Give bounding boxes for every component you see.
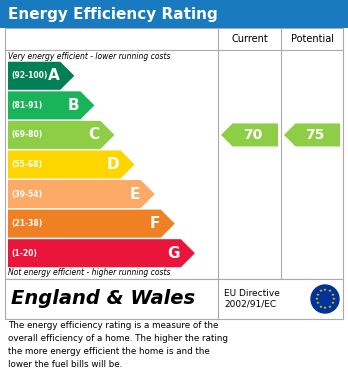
Text: (39-54): (39-54) bbox=[11, 190, 42, 199]
Text: ★: ★ bbox=[323, 288, 327, 292]
Text: D: D bbox=[107, 157, 120, 172]
Polygon shape bbox=[284, 124, 340, 147]
Text: E: E bbox=[129, 187, 140, 202]
Text: ★: ★ bbox=[331, 292, 334, 297]
Bar bbox=[0, 0, 348, 28]
Text: (92-100): (92-100) bbox=[11, 71, 47, 80]
Text: 75: 75 bbox=[305, 128, 325, 142]
Text: ★: ★ bbox=[327, 289, 331, 294]
Text: B: B bbox=[68, 98, 79, 113]
Text: Potential: Potential bbox=[291, 34, 333, 44]
Text: Not energy efficient - higher running costs: Not energy efficient - higher running co… bbox=[8, 268, 171, 277]
Text: G: G bbox=[167, 246, 180, 261]
Bar bbox=[5, 28, 343, 279]
Text: ★: ★ bbox=[319, 289, 323, 294]
Text: (81-91): (81-91) bbox=[11, 101, 42, 110]
Text: The energy efficiency rating is a measure of the
overall efficiency of a home. T: The energy efficiency rating is a measur… bbox=[8, 321, 228, 369]
Text: (69-80): (69-80) bbox=[11, 131, 42, 140]
Text: Energy Efficiency Rating: Energy Efficiency Rating bbox=[8, 7, 218, 22]
Text: ★: ★ bbox=[323, 306, 327, 310]
Text: England & Wales: England & Wales bbox=[11, 289, 195, 308]
Text: 70: 70 bbox=[243, 128, 262, 142]
Text: ★: ★ bbox=[316, 292, 319, 297]
Text: ★: ★ bbox=[327, 305, 331, 308]
Text: ★: ★ bbox=[314, 297, 318, 301]
Text: F: F bbox=[149, 216, 160, 231]
Circle shape bbox=[311, 285, 339, 313]
Text: EU Directive: EU Directive bbox=[224, 289, 280, 298]
Polygon shape bbox=[8, 239, 195, 267]
Text: ★: ★ bbox=[331, 301, 334, 305]
Polygon shape bbox=[221, 124, 278, 147]
Polygon shape bbox=[8, 62, 74, 90]
Text: (21-38): (21-38) bbox=[11, 219, 42, 228]
Bar bbox=[5, 279, 343, 319]
Polygon shape bbox=[8, 180, 155, 208]
Text: C: C bbox=[88, 127, 100, 142]
Text: ★: ★ bbox=[332, 297, 335, 301]
Text: Very energy efficient - lower running costs: Very energy efficient - lower running co… bbox=[8, 52, 171, 61]
Polygon shape bbox=[8, 121, 114, 149]
Text: 2002/91/EC: 2002/91/EC bbox=[224, 300, 276, 308]
Text: Current: Current bbox=[231, 34, 268, 44]
Text: A: A bbox=[48, 68, 59, 83]
Polygon shape bbox=[8, 91, 94, 119]
Polygon shape bbox=[8, 210, 175, 238]
Text: ★: ★ bbox=[316, 301, 319, 305]
Text: ★: ★ bbox=[319, 305, 323, 308]
Polygon shape bbox=[8, 151, 135, 179]
Text: (55-68): (55-68) bbox=[11, 160, 42, 169]
Text: (1-20): (1-20) bbox=[11, 249, 37, 258]
